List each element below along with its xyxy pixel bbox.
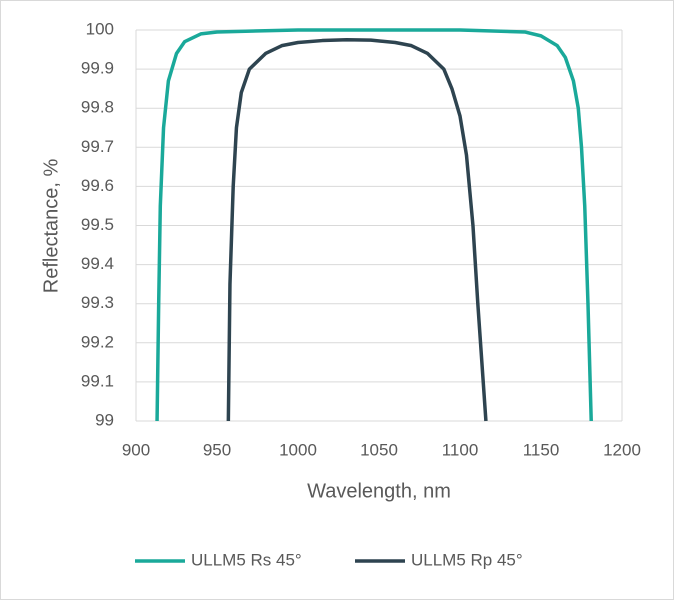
y-tick-label: 99.5 [81,215,114,234]
x-tick-label: 1200 [603,440,641,459]
y-tick-label: 99.4 [81,254,114,273]
x-tick-label: 900 [122,440,150,459]
legend-label: ULLM5 Rs 45° [191,550,302,569]
y-tick-label: 99.6 [81,176,114,195]
y-tick-label: 99.9 [81,59,114,78]
y-tick-label: 99.1 [81,371,114,390]
y-tick-label: 99.2 [81,332,114,351]
y-tick-label: 99.3 [81,293,114,312]
legend-label: ULLM5 Rp 45° [411,550,523,569]
y-tick-label: 99.7 [81,137,114,156]
x-tick-label: 1150 [523,440,560,459]
x-tick-label: 950 [203,440,231,459]
x-tick-label: 1100 [442,440,479,459]
series-line [226,38,488,422]
x-tick-label: 1050 [360,440,398,459]
x-tick-label: 1000 [279,440,317,459]
y-axis-title: Reflectance, % [40,159,62,294]
y-tick-label: 99.8 [81,98,114,117]
y-tick-label: 99 [95,410,114,429]
x-axis-title: Wavelength, nm [307,480,451,502]
y-tick-label: 100 [86,19,114,38]
series-line [155,28,593,422]
